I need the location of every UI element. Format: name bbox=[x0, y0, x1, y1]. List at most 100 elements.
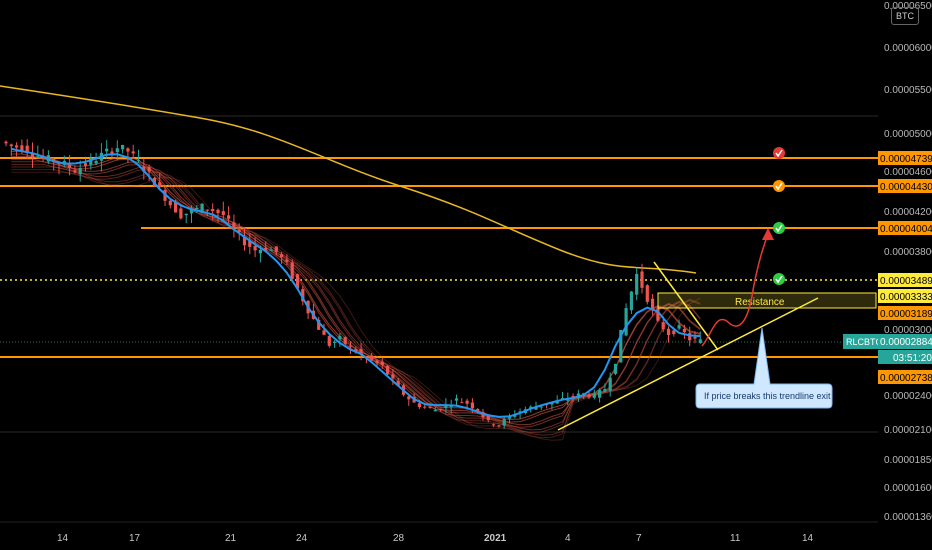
price-tick-4600: 0.00004600 bbox=[884, 167, 932, 178]
date-tick-24: 24 bbox=[296, 533, 308, 544]
candle-body bbox=[513, 415, 517, 417]
price-tick-2100: 0.00002100 bbox=[884, 425, 932, 436]
candle-body bbox=[136, 159, 141, 161]
candle-body bbox=[375, 360, 379, 364]
candle-body bbox=[454, 398, 459, 401]
candle-body bbox=[560, 398, 565, 400]
candle-body bbox=[110, 151, 114, 154]
candle-body bbox=[534, 406, 538, 410]
candle-body bbox=[115, 148, 119, 153]
candle-body bbox=[635, 273, 639, 295]
candle-body bbox=[248, 240, 252, 247]
candle-body bbox=[502, 419, 506, 426]
candle-body bbox=[73, 170, 77, 173]
candle-body bbox=[428, 407, 432, 409]
price-tick-2400: 0.00002400 bbox=[884, 391, 932, 402]
candle-body bbox=[317, 319, 321, 330]
date-tick-14b: 14 bbox=[802, 533, 814, 544]
level-label-2738: 0.00002738 bbox=[878, 370, 932, 384]
level-label-4004: 0.00004004 bbox=[878, 221, 932, 235]
candle-body bbox=[78, 167, 82, 175]
candle-body bbox=[184, 213, 188, 216]
date-tick-11: 11 bbox=[730, 533, 741, 544]
resistance-label: Resistance bbox=[735, 297, 785, 308]
candle-body bbox=[587, 394, 591, 398]
candle-body bbox=[200, 203, 204, 213]
time-axis[interactable]: 14 17 21 24 28 2021 4 7 11 14 bbox=[0, 521, 878, 544]
candle-body bbox=[105, 148, 109, 152]
price-tick-5000: 0.00005000 bbox=[884, 129, 932, 140]
ma-ribbon bbox=[11, 150, 701, 441]
note-text: If price breaks this trendline exit bbox=[704, 391, 831, 401]
price-tick-6500: 0.00006500 bbox=[884, 1, 932, 12]
candle-body bbox=[682, 328, 686, 333]
candle-body bbox=[661, 322, 665, 330]
currency-badge[interactable]: BTC bbox=[891, 7, 919, 25]
candle-body bbox=[179, 208, 183, 219]
ribbon-line bbox=[11, 166, 701, 436]
check-red-icon bbox=[773, 147, 785, 159]
candle-body bbox=[592, 393, 596, 398]
candle-body bbox=[645, 285, 649, 302]
date-tick-7: 7 bbox=[636, 533, 642, 544]
level-label-4430: 0.00004430 bbox=[878, 179, 932, 193]
candle-body bbox=[423, 406, 427, 408]
candle-body bbox=[624, 308, 628, 336]
candle-body bbox=[142, 166, 146, 172]
ribbon-line bbox=[11, 169, 701, 439]
candle-body bbox=[386, 365, 390, 375]
candle-body bbox=[492, 424, 496, 426]
candle-body bbox=[258, 250, 262, 254]
candle-body bbox=[476, 408, 480, 412]
check-green-icon bbox=[773, 273, 785, 285]
candle-body bbox=[539, 406, 543, 408]
candle-body bbox=[131, 151, 135, 154]
note-callout: If price breaks this trendline exit bbox=[695, 327, 833, 409]
candle-body bbox=[295, 274, 300, 289]
candle-body bbox=[370, 355, 374, 361]
candle-body bbox=[343, 337, 347, 344]
candle-body bbox=[158, 182, 162, 188]
support-trendline bbox=[557, 297, 819, 431]
level-label-3489: 0.00003489 bbox=[878, 273, 932, 287]
candle-body bbox=[216, 209, 220, 214]
projection-arrowhead bbox=[762, 228, 774, 240]
candle-body bbox=[529, 406, 533, 408]
candle-body bbox=[274, 246, 278, 252]
ma-long-line bbox=[0, 85, 697, 274]
symbol-price-tag: RLCBTC 0.00002884 03:51:20 bbox=[843, 334, 932, 364]
candle-body bbox=[698, 339, 702, 343]
check-orange-icon bbox=[773, 180, 785, 192]
candle-body bbox=[221, 211, 225, 216]
level-label-3333: 0.00003333 bbox=[878, 289, 932, 303]
candle-body bbox=[253, 245, 257, 251]
candle-body bbox=[486, 415, 490, 421]
candle-body bbox=[396, 381, 400, 386]
candle-body bbox=[333, 341, 337, 344]
price-axis[interactable]: 0.00006500 0.00006000 0.00005500 0.00005… bbox=[843, 0, 932, 523]
date-tick-17: 17 bbox=[129, 533, 141, 544]
candle-body bbox=[237, 229, 241, 233]
candle-body bbox=[15, 145, 19, 148]
price-tick-3000: 0.00003000 bbox=[884, 325, 932, 336]
ribbon-line bbox=[11, 156, 701, 426]
level-label-4739: 0.00004739 bbox=[878, 151, 932, 165]
candle-body bbox=[672, 330, 676, 335]
candle-body bbox=[598, 389, 602, 398]
candle-body bbox=[460, 402, 464, 404]
ribbon-line bbox=[11, 150, 701, 421]
svg-text:0.00003189: 0.00003189 bbox=[880, 309, 932, 320]
candle-body bbox=[327, 336, 331, 346]
candle-body bbox=[9, 144, 13, 147]
candle-body bbox=[688, 333, 692, 341]
candle-body bbox=[89, 158, 93, 165]
candle-body bbox=[174, 201, 178, 213]
candle-body bbox=[391, 374, 395, 379]
candle-body bbox=[666, 328, 671, 336]
price-tick-3800: 0.00003800 bbox=[884, 247, 932, 258]
candle-body bbox=[550, 402, 554, 405]
svg-text:0.00003489: 0.00003489 bbox=[880, 276, 932, 287]
candle-body bbox=[407, 396, 411, 400]
